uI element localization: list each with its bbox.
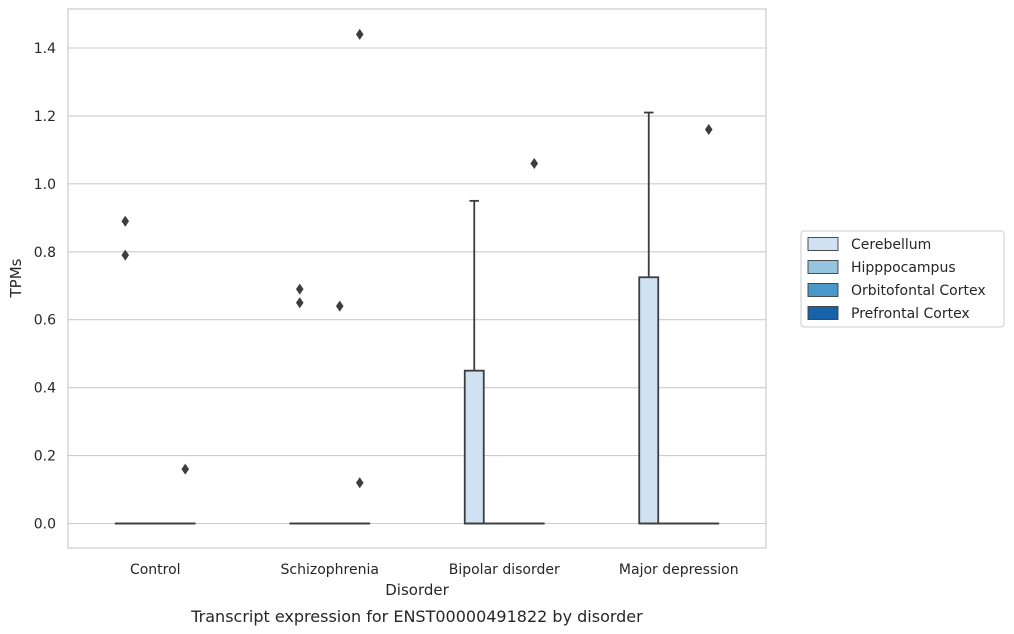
grid-lines: [68, 47, 766, 525]
outlier-point: [181, 463, 190, 475]
outlier-point: [355, 28, 364, 40]
y-tick-label: 1.0: [34, 177, 56, 193]
y-tick-label: 1.4: [34, 41, 56, 57]
y-tick-label: 0.4: [34, 381, 56, 397]
x-tick-label: Control: [130, 562, 181, 578]
y-tick-labels: 0.0 0.2 0.4 0.6 0.8 1.0 1.2 1.4: [34, 41, 56, 533]
outlier-point: [121, 215, 130, 227]
y-tick-label: 0.8: [34, 245, 56, 261]
legend-label: Cerebellum: [851, 237, 931, 253]
outlier-point: [704, 124, 713, 136]
x-tick-label: Major depression: [619, 562, 739, 578]
x-tick-label: Bipolar disorder: [449, 562, 560, 578]
box: [463, 369, 485, 525]
box: [638, 276, 660, 525]
outlier-point: [295, 283, 304, 295]
outlier-point: [530, 157, 539, 169]
legend-label: Prefrontal Cortex: [851, 306, 970, 322]
legend-swatch: [807, 306, 839, 320]
outlier-marks: [121, 28, 713, 489]
plot-frame: [67, 8, 767, 549]
legend: Cerebellum Hipppocampus Orbitofontal Corte…: [800, 230, 1005, 328]
x-axis-label: Disorder: [385, 581, 449, 599]
legend-swatch: [807, 260, 839, 274]
legend-label: Orbitofontal Cortex: [851, 283, 986, 299]
y-axis-label: TPMs: [7, 258, 25, 298]
x-tick-label: Schizophrenia: [281, 562, 379, 578]
figure-caption: Transcript expression for ENST0000049182…: [190, 607, 643, 626]
legend-swatch: [807, 283, 839, 297]
y-tick-label: 0.2: [34, 449, 56, 465]
outlier-point: [121, 249, 130, 261]
legend-label: Hipppocampus: [851, 260, 956, 276]
legend-swatch: [807, 237, 839, 251]
legend-frame: [800, 230, 1005, 328]
y-tick-label: 0.6: [34, 313, 56, 329]
y-tick-label: 0.0: [34, 517, 56, 533]
y-tick-label: 1.2: [34, 109, 56, 125]
outlier-point: [335, 300, 344, 312]
box-marks: [114, 111, 720, 525]
outlier-point: [295, 297, 304, 309]
x-tick-labels: Control Schizophrenia Bipolar disorder Majo…: [130, 562, 739, 578]
outlier-point: [355, 477, 364, 489]
